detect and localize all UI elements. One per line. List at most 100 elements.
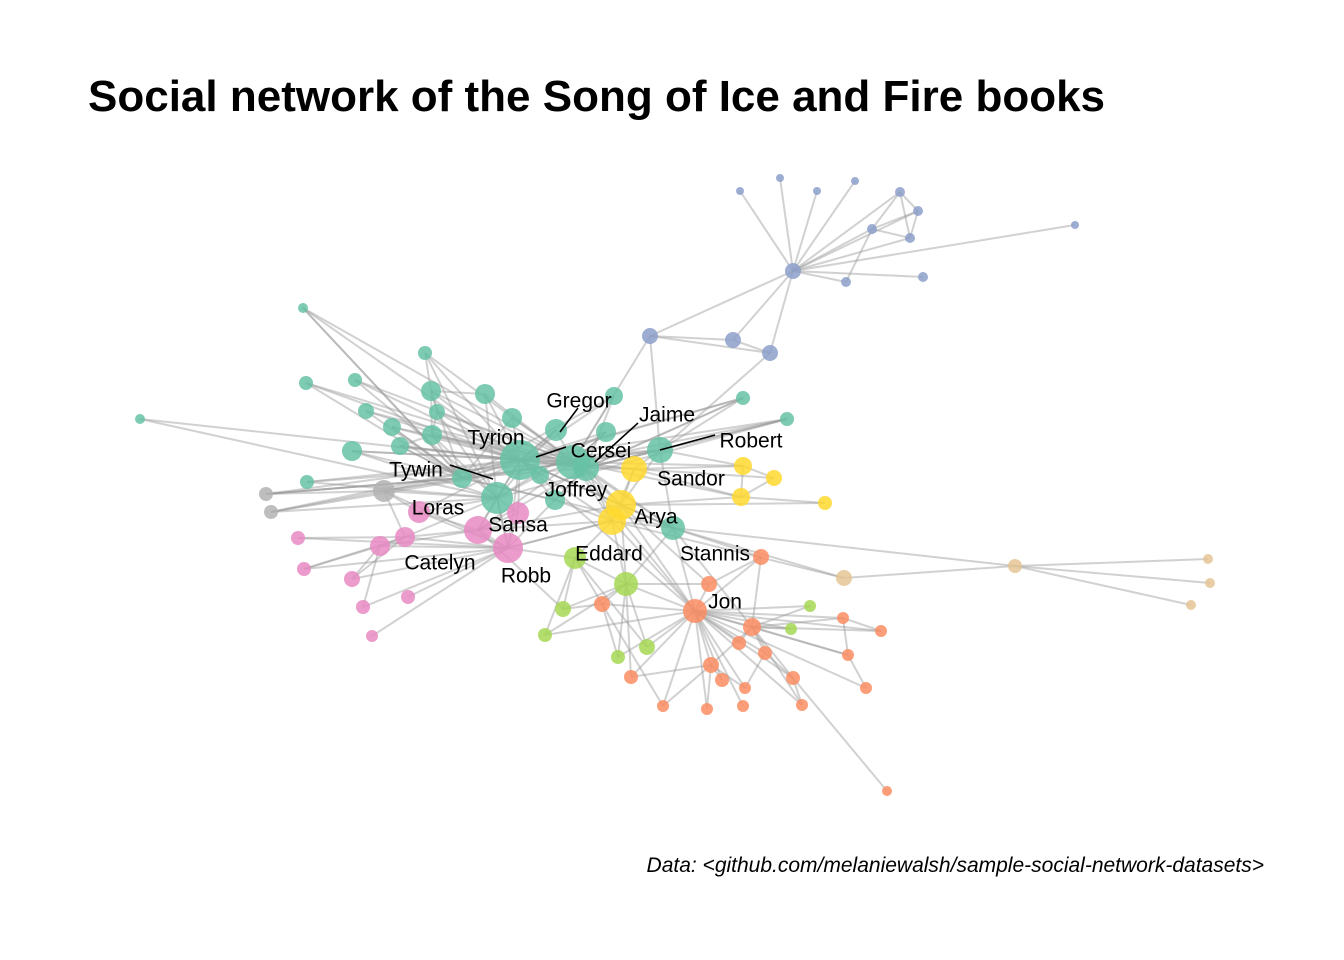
edge [732, 270, 794, 341]
node-o2 [753, 549, 769, 565]
node-l4 [538, 628, 552, 642]
node-o5 [837, 612, 849, 624]
edge [484, 393, 574, 463]
edge [751, 605, 811, 628]
edge [436, 411, 498, 499]
edge [739, 190, 794, 272]
label-leader-gregor [559, 407, 579, 433]
node-label-sansa: Sansa [488, 514, 548, 537]
node-l2 [614, 572, 638, 596]
node-joffrey [573, 455, 599, 481]
node-n5 [1186, 600, 1196, 610]
node-b6 [913, 206, 923, 216]
node-b2 [776, 174, 784, 182]
node-y4 [818, 496, 832, 510]
edge [399, 445, 463, 479]
node-loras [408, 501, 430, 523]
node-t25 [531, 466, 549, 484]
edge [694, 605, 811, 612]
edge [477, 504, 622, 531]
edge [694, 610, 792, 630]
node-b14 [762, 345, 778, 361]
edge [391, 426, 463, 479]
node-p8 [401, 590, 415, 604]
node-label-jon: Jon [708, 591, 742, 614]
edge [659, 449, 744, 467]
edge [769, 270, 794, 354]
edge [779, 177, 794, 272]
edge [649, 335, 771, 354]
edge [662, 610, 696, 707]
edge [792, 677, 888, 792]
edge [302, 307, 587, 469]
node-bh [785, 263, 801, 279]
node-o15 [739, 682, 751, 694]
node-label-tyrion: Tyrion [467, 427, 524, 450]
edge [399, 445, 463, 479]
edge [365, 410, 463, 479]
edge [751, 626, 794, 679]
node-label-stannis: Stannis [680, 543, 750, 566]
edge [792, 237, 911, 272]
edge [611, 520, 696, 612]
node-jon [683, 599, 707, 623]
node-t13 [545, 419, 567, 441]
edge [662, 664, 712, 707]
edge [362, 545, 381, 608]
node-n2 [1008, 559, 1022, 573]
edge [477, 520, 613, 531]
edge [139, 418, 521, 461]
edge [351, 450, 498, 499]
edge [630, 664, 712, 678]
edge [649, 335, 661, 451]
edge [371, 547, 509, 637]
edge [842, 617, 849, 656]
data-source-caption: Data: <github.com/melaniewalsh/sample-so… [646, 854, 1264, 877]
edge [270, 497, 498, 513]
edge [871, 210, 919, 230]
edge [694, 610, 766, 654]
node-sandor [621, 456, 647, 482]
node-b1 [736, 187, 744, 195]
node-g1 [373, 480, 395, 502]
edge [751, 626, 803, 706]
edge [659, 397, 744, 451]
edge [792, 191, 901, 272]
label-leader-cersei [535, 446, 567, 458]
edge [620, 504, 710, 585]
node-o7 [732, 636, 746, 650]
node-t14 [605, 387, 623, 405]
edge [694, 610, 708, 710]
node-stannis [661, 516, 685, 540]
edge [404, 497, 498, 538]
node-o19 [796, 699, 808, 711]
edge [694, 610, 882, 632]
node-l8 [785, 623, 797, 635]
node-label-loras: Loras [412, 497, 465, 520]
node-label-catelyn: Catelyn [404, 552, 475, 575]
edge [302, 307, 463, 479]
edge [139, 418, 498, 499]
chart-title: Social network of the Song of Ice and Fi… [88, 72, 1106, 121]
node-o16 [657, 700, 669, 712]
edge [379, 545, 509, 549]
node-t10 [383, 418, 401, 436]
label-leader-tywin [449, 464, 494, 480]
edge [351, 536, 406, 580]
node-t23 [481, 482, 513, 514]
edge [351, 547, 509, 580]
node-t24 [545, 490, 565, 510]
edge [305, 382, 521, 461]
node-g3 [264, 505, 278, 519]
edge [845, 228, 873, 283]
edge [601, 603, 696, 612]
edge [792, 270, 847, 283]
edge [306, 481, 498, 499]
node-o12 [715, 673, 729, 687]
edge [270, 459, 521, 513]
edge [544, 583, 627, 636]
node-label-sandor: Sandor [657, 468, 725, 491]
node-o3 [594, 596, 610, 612]
node-p3 [291, 531, 305, 545]
